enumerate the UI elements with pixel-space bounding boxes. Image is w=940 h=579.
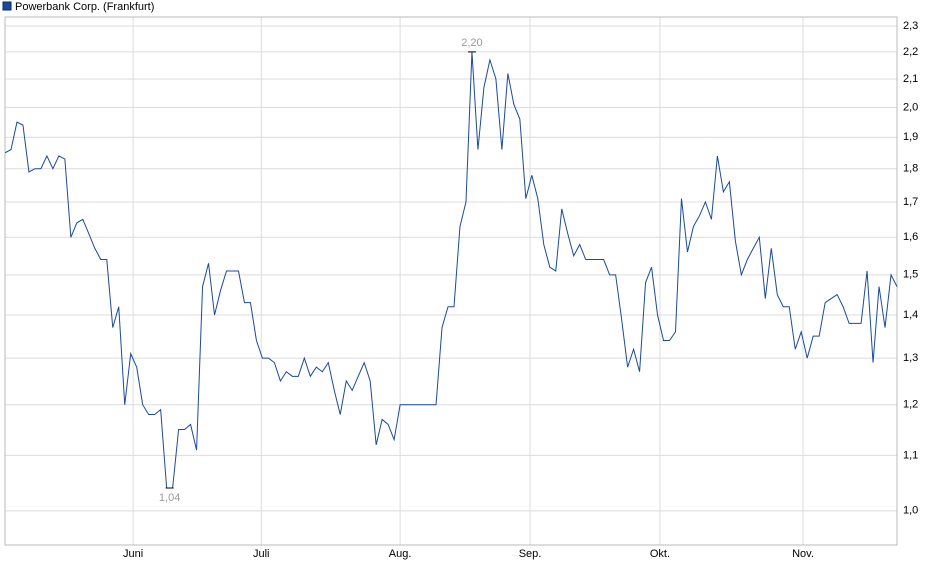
x-tick-label: Aug. bbox=[389, 548, 412, 560]
chart-title: Powerbank Corp. (Frankfurt) bbox=[15, 1, 154, 13]
annotation-label: 2,20 bbox=[461, 37, 482, 49]
price-line bbox=[4, 51, 898, 489]
y-tick-label: 1,0 bbox=[903, 505, 918, 517]
legend-swatch bbox=[2, 1, 12, 11]
y-tick-label: 1,7 bbox=[903, 196, 918, 208]
y-tick-label: 1,8 bbox=[903, 163, 918, 175]
y-tick-label: 2,3 bbox=[903, 20, 918, 32]
y-tick-label: 1,5 bbox=[903, 269, 918, 281]
x-tick-label: Sep. bbox=[519, 548, 542, 560]
plot-frame bbox=[4, 16, 898, 546]
x-tick-label: Juni bbox=[123, 548, 143, 560]
y-tick-label: 1,6 bbox=[903, 231, 918, 243]
y-tick-label: 1,2 bbox=[903, 399, 918, 411]
y-tick-label: 1,3 bbox=[903, 352, 918, 364]
annotation-label: 1,04 bbox=[159, 492, 180, 504]
x-tick-label: Juli bbox=[253, 548, 270, 560]
y-tick-label: 1,4 bbox=[903, 309, 918, 321]
x-tick-label: Okt. bbox=[650, 548, 670, 560]
x-tick-label: Nov. bbox=[792, 548, 814, 560]
y-tick-label: 2,0 bbox=[903, 101, 918, 113]
y-tick-label: 2,2 bbox=[903, 46, 918, 58]
y-tick-label: 1,9 bbox=[903, 131, 918, 143]
y-tick-label: 1,1 bbox=[903, 449, 918, 461]
y-tick-label: 2,1 bbox=[903, 73, 918, 85]
